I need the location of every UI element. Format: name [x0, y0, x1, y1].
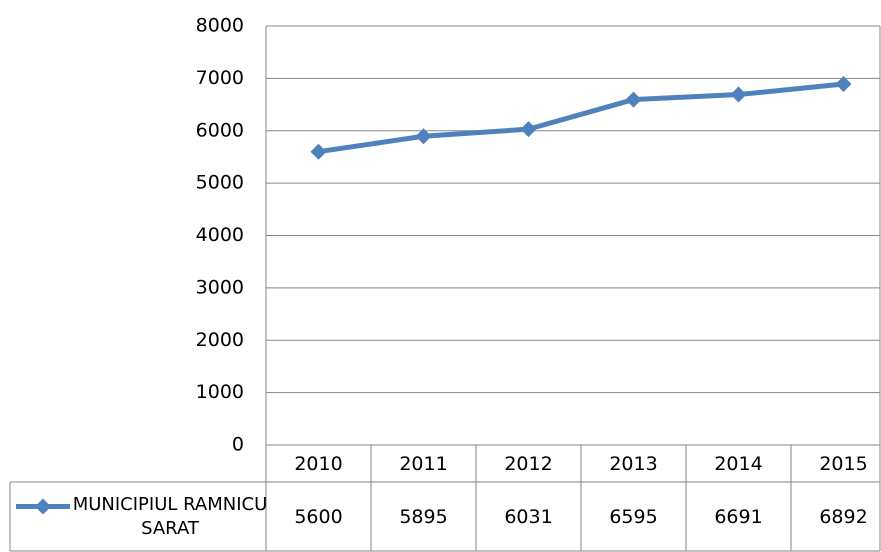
x-tick-label: 2013 [609, 453, 657, 475]
x-tick-label: 2014 [714, 453, 762, 475]
table-value: 6595 [609, 506, 657, 528]
table-value: 5895 [399, 506, 447, 528]
y-tick-label: 8000 [196, 15, 244, 37]
y-tick-label: 0 [232, 434, 244, 456]
y-tick-label: 1000 [196, 381, 244, 403]
x-tick-label: 2015 [819, 453, 867, 475]
y-tick-label: 6000 [196, 119, 244, 141]
x-tick-label: 2011 [399, 453, 447, 475]
y-tick-label: 3000 [196, 276, 244, 298]
legend-marker [35, 498, 51, 515]
y-tick-label: 5000 [196, 172, 244, 194]
marker [625, 91, 642, 108]
marker [730, 86, 747, 103]
table-value: 5600 [294, 506, 342, 528]
table-value: 6031 [504, 506, 552, 528]
y-tick-label: 7000 [196, 67, 244, 89]
marker [415, 128, 432, 145]
marker [520, 121, 537, 138]
x-tick-label: 2010 [294, 453, 342, 475]
table-value: 6892 [819, 506, 867, 528]
table-value: 6691 [714, 506, 762, 528]
marker [310, 143, 327, 160]
y-tick-label: 2000 [196, 329, 244, 351]
y-tick-label: 4000 [196, 224, 244, 246]
x-tick-label: 2012 [504, 453, 552, 475]
marker [835, 76, 852, 93]
legend-label: MUNICIPIUL RAMNICU SARAT [72, 494, 268, 539]
series-line [318, 81, 844, 155]
